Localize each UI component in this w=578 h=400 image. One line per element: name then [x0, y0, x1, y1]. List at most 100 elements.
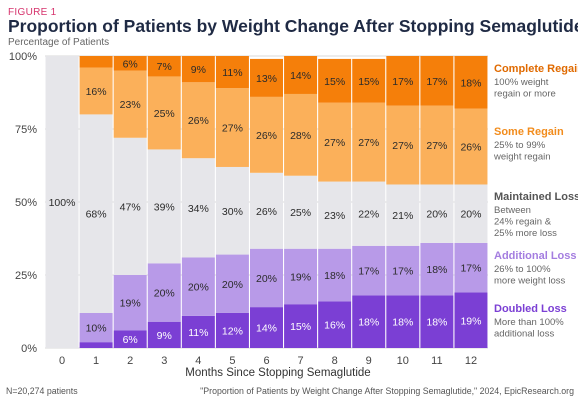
- x-tick-label: 2: [127, 355, 133, 367]
- legend-item-additional-loss: Additional Loss 26% to 100%more weight lo…: [494, 250, 577, 287]
- legend-item-doubled-loss: Doubled Loss More than 100%additional los…: [494, 303, 567, 340]
- bar-segment-some-regain: [215, 88, 249, 167]
- bar-segment-maintained-loss: [250, 172, 283, 249]
- bar-segment-doubled-loss: [318, 301, 352, 348]
- data-label-some-regain: 27%: [222, 123, 243, 135]
- bar-segment-additional-loss: [79, 312, 113, 343]
- bar-month-9: 18% 17% 22% 27% 15%: [352, 58, 386, 348]
- data-label-complete-regain: 15%: [324, 76, 345, 88]
- legend-description: weight regain: [493, 152, 551, 163]
- data-label-some-regain: 27%: [426, 140, 447, 152]
- data-label-doubled-loss: 14%: [256, 323, 277, 335]
- legend-description: 25% more loss: [494, 228, 557, 239]
- data-label-additional-loss: 20%: [188, 282, 209, 294]
- bar-segment-some-regain: [250, 96, 283, 173]
- data-label-additional-loss: 18%: [426, 264, 447, 276]
- x-tick-label: 5: [229, 355, 235, 367]
- data-label-complete-regain: 13%: [256, 73, 277, 85]
- bar-month-12: 19% 17% 20% 26% 18%: [454, 56, 488, 348]
- data-label-complete-regain: 9%: [191, 64, 206, 76]
- data-label-maintained-loss: 21%: [392, 210, 413, 222]
- bar-segment-maintained-loss: [352, 181, 386, 246]
- data-label-maintained-loss: 22%: [358, 209, 379, 221]
- y-tick-label: 75%: [15, 124, 37, 136]
- bar-segment-additional-loss: [147, 263, 181, 322]
- bar-segment-additional-loss: [215, 254, 249, 313]
- bar-segment-additional-loss: [454, 242, 488, 293]
- data-label-maintained-loss: 30%: [222, 206, 243, 218]
- bar-segment-maintained-loss: [113, 137, 147, 275]
- bar-segment-maintained-loss: [318, 181, 352, 249]
- data-label-some-regain: 27%: [358, 137, 379, 149]
- x-tick-label: 12: [465, 355, 477, 367]
- bar-segment-maintained-loss: [386, 184, 420, 246]
- legend-name: Additional Loss: [494, 250, 577, 262]
- legend-description: 26% to 100%: [494, 264, 551, 275]
- data-label-maintained-loss: 23%: [324, 210, 345, 222]
- x-tick-label: 8: [332, 355, 338, 367]
- bar-segment-doubled-loss: [250, 307, 283, 348]
- bar-segment-additional-loss: [113, 275, 147, 331]
- y-tick-label: 50%: [15, 197, 37, 209]
- bar-segment-doubled-loss: [181, 315, 215, 348]
- bar-segment-doubled-loss: [420, 295, 454, 348]
- x-tick-label: 11: [431, 355, 442, 367]
- bar-segment-complete-regain: [147, 56, 181, 77]
- legend-name: Complete Regain: [494, 63, 578, 75]
- bar-month-3: 9% 20% 39% 25% 7%: [147, 56, 181, 348]
- legend-description: additional loss: [494, 329, 554, 340]
- bar-segment-doubled-loss: [386, 295, 420, 348]
- bar-segment-some-regain: [147, 76, 181, 150]
- legend-description: 100% weight: [494, 77, 549, 88]
- bar-segment-complete-regain: [454, 56, 488, 109]
- data-label-maintained-loss: 34%: [188, 203, 209, 215]
- bar-segment-doubled-loss: [113, 330, 147, 348]
- bar-segment-doubled-loss: [454, 292, 488, 348]
- bar-segment-some-regain: [284, 93, 318, 176]
- data-label-maintained-loss: 39%: [154, 201, 175, 213]
- data-label-some-regain: 23%: [120, 99, 141, 111]
- bar-segment-maintained-loss: [454, 184, 488, 243]
- bar-segment-maintained-loss: [147, 149, 181, 264]
- bar-segment-some-regain: [386, 105, 420, 185]
- bar-segment-doubled-loss: [284, 304, 318, 348]
- data-label-additional-loss: 10%: [86, 323, 107, 335]
- bar-month-11: 18% 18% 20% 27% 17%: [420, 56, 454, 348]
- bar-segment-doubled-loss: [352, 295, 386, 348]
- bar-segment-additional-loss: [250, 248, 283, 308]
- bar-segment-maintained-loss: [215, 166, 249, 255]
- x-axis-ticks: 0 1 2 3 4 5 6 7 8 9 10 11 12: [59, 355, 477, 367]
- chart-title: Proportion of Patients by Weight Change …: [8, 16, 578, 36]
- bar-segment-complete-regain: [79, 56, 113, 68]
- data-label-some-regain: 28%: [290, 130, 311, 142]
- legend-description: regain or more: [494, 89, 556, 100]
- y-tick-label: 100%: [9, 51, 37, 63]
- data-label-some-regain: 27%: [392, 140, 413, 152]
- bar-segment-some-regain: [420, 105, 454, 185]
- data-label-additional-loss: 20%: [256, 273, 277, 285]
- data-label-doubled-loss: 15%: [290, 321, 311, 333]
- bar-segment-some-regain: [181, 82, 215, 159]
- bar-segment-complete-regain: [318, 58, 352, 103]
- data-label-doubled-loss: 11%: [188, 327, 208, 339]
- data-label-complete-regain: 18%: [460, 77, 481, 89]
- data-label-complete-regain: 6%: [123, 58, 138, 70]
- bar-segment-complete-regain: [181, 56, 215, 83]
- legend-name: Doubled Loss: [494, 303, 567, 315]
- bar-segment-maintained-loss: [79, 114, 113, 313]
- x-tick-label: 7: [298, 355, 304, 367]
- legend-item-some-regain: Some Regain 25% to 99%weight regain: [493, 126, 564, 163]
- data-label-doubled-loss: 16%: [324, 320, 345, 332]
- bar-segment-complete-regain: [250, 58, 283, 97]
- bar-segment-complete-regain: [352, 58, 386, 103]
- bar-segment-complete-regain: [386, 56, 420, 106]
- bars: 100% 10% 68% 16% 6% 19% 47% 23% 6% 9% 20% 39% 25% 7% 1…: [45, 56, 488, 348]
- data-label-maintained-loss: 20%: [426, 209, 447, 221]
- bar-segment-complete-regain: [284, 56, 318, 94]
- y-axis-ticks: 0% 25% 50% 75% 100%: [9, 51, 37, 355]
- data-label-doubled-loss: 19%: [460, 315, 481, 327]
- y-tick-label: 0%: [21, 343, 37, 355]
- chart-subtitle: Percentage of Patients: [8, 37, 109, 48]
